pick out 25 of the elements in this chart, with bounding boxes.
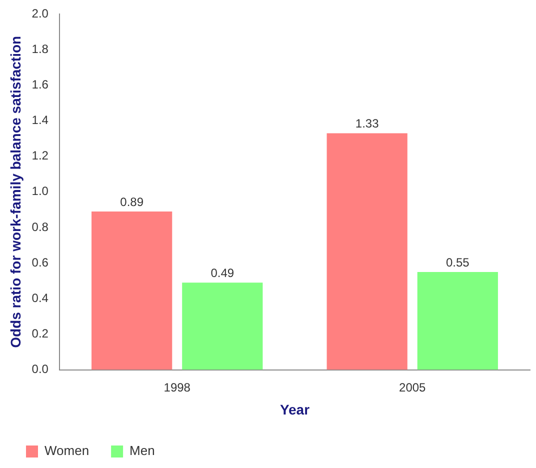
y-tick-label: 0.0	[32, 362, 49, 376]
y-tick-label: 0.2	[32, 326, 49, 341]
legend-label: Men	[130, 443, 155, 458]
x-tick-label: 1998	[164, 380, 191, 394]
y-tick-label: 0.8	[32, 220, 49, 234]
y-tick-label: 0.4	[32, 290, 49, 305]
data-label: 0.49	[210, 266, 234, 280]
y-tick-label: 1.8	[32, 42, 49, 56]
y-tick-label: 1.2	[32, 148, 49, 163]
data-label: 0.89	[120, 194, 144, 209]
legend-label: Women	[44, 443, 90, 458]
bar	[182, 282, 263, 370]
bar	[326, 133, 408, 370]
bar	[417, 272, 498, 370]
y-tick-label: 1.0	[32, 184, 49, 198]
data-label: 1.33	[355, 116, 380, 131]
y-tick-label: 1.4	[32, 113, 49, 128]
y-tick-label: 0.6	[32, 255, 49, 270]
bar	[92, 211, 172, 370]
x-tick-label: 2005	[399, 380, 426, 394]
y-axis-title: Odds ratio for work-family balance satisfaction	[7, 36, 24, 348]
y-tick-label: 1.6	[32, 77, 49, 92]
data-label: 0.55	[446, 255, 470, 270]
y-tick-label: 2.0	[32, 6, 49, 20]
x-axis-title: Year	[280, 401, 310, 418]
